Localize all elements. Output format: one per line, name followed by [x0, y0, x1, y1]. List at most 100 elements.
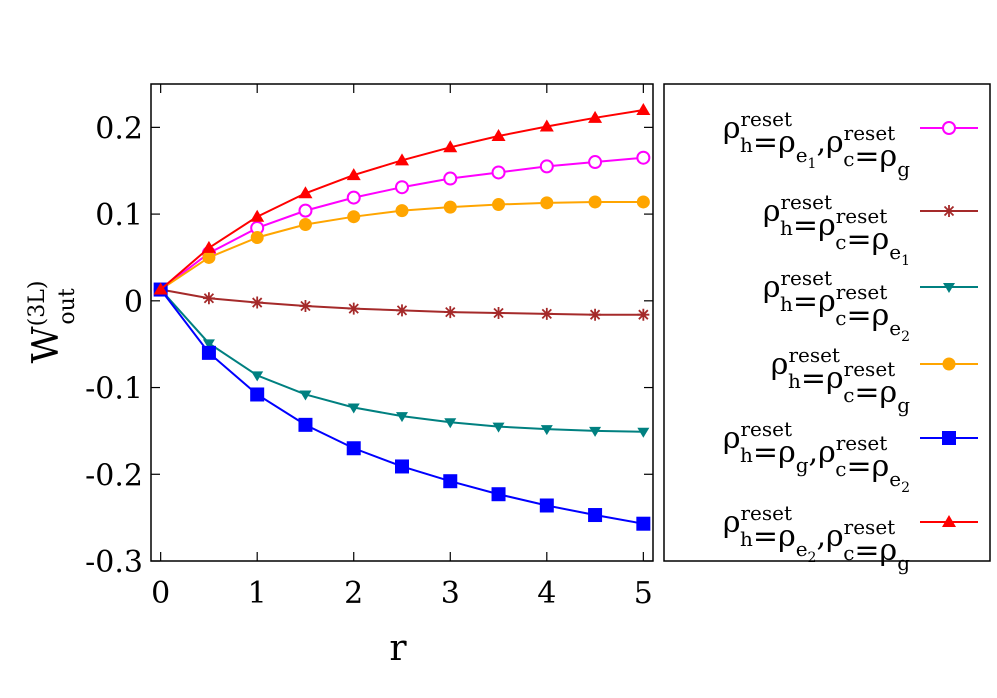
- y-tick-label: -0.1: [85, 372, 143, 407]
- legend-swatch-marker: [943, 283, 955, 293]
- legend-label: ρreset h=ρe2,ρreset c=ρg: [723, 501, 910, 575]
- data-point: [492, 422, 505, 433]
- data-point: [347, 302, 360, 315]
- series-1: [153, 150, 651, 297]
- series-5: [153, 282, 651, 531]
- data-point: [298, 417, 313, 432]
- data-point: [589, 308, 602, 321]
- data-point: [636, 516, 651, 531]
- legend-label: ρreset h=ρreset c=ρg: [771, 343, 910, 417]
- x-tick-label: 1: [248, 576, 267, 611]
- legend-swatch-marker: [942, 515, 956, 527]
- data-point: [298, 203, 313, 218]
- series-2: [154, 283, 650, 321]
- data-point: [539, 159, 554, 174]
- data-point: [346, 190, 361, 205]
- data-point: [250, 231, 264, 245]
- svg-text:W(3L)out: W(3L) out: [25, 281, 80, 364]
- x-axis-title: r: [389, 628, 407, 669]
- x-tick-label: 3: [441, 576, 460, 611]
- series-line: [160, 109, 644, 291]
- data-point: [637, 427, 650, 438]
- series-layer: [153, 103, 651, 531]
- data-point: [491, 487, 506, 502]
- x-tick-label: 0: [151, 576, 170, 611]
- data-point: [251, 371, 264, 382]
- plot-frame: [150, 83, 654, 562]
- data-point: [539, 498, 554, 513]
- data-point: [153, 282, 168, 295]
- data-point: [250, 209, 265, 222]
- y-axis-title: W(3L) out: [25, 281, 80, 364]
- y-tick-label: -0.2: [85, 458, 143, 493]
- data-point: [588, 110, 603, 123]
- data-point: [201, 345, 216, 360]
- legend-item-1: ρreset h=ρe1,ρreset c=ρg: [723, 107, 978, 181]
- data-point: [395, 153, 409, 166]
- data-point: [298, 217, 312, 231]
- x-axis-ticks: 0 1 2 3 4 5: [151, 84, 653, 611]
- y-axis-title-subscript: out: [55, 288, 80, 324]
- legend-swatch-marker: [942, 357, 956, 371]
- y-axis-ticks: 0.2 0.1 0 -0.1 -0.2 -0.3: [85, 111, 653, 580]
- data-point: [540, 307, 553, 320]
- legend-label: ρreset h=ρreset c=ρe1: [763, 190, 910, 269]
- data-point: [588, 508, 603, 523]
- data-point: [492, 306, 505, 319]
- data-point: [636, 150, 651, 165]
- series-line: [159, 288, 644, 525]
- y-tick-label: 0.2: [95, 111, 143, 146]
- data-point: [443, 171, 458, 186]
- data-point: [202, 250, 216, 264]
- y-tick-label: 0: [124, 285, 143, 320]
- legend-swatch-marker: [942, 431, 956, 445]
- data-point: [443, 474, 458, 489]
- data-point: [539, 119, 554, 132]
- data-point: [588, 155, 603, 170]
- data-point: [299, 390, 312, 401]
- legend-item-6: ρreset h=ρe2,ρreset c=ρg: [723, 501, 978, 575]
- legend: ρreset h=ρe1,ρreset c=ρg ρreset h=ρreset c=ρe…: [723, 107, 978, 575]
- data-point: [540, 196, 554, 210]
- x-tick-label: 4: [537, 576, 556, 611]
- data-point: [201, 240, 216, 253]
- x-tick-label: 2: [344, 576, 363, 611]
- x-tick-label: 5: [634, 576, 653, 611]
- data-point: [202, 292, 215, 305]
- data-point: [444, 418, 457, 429]
- data-point: [395, 459, 409, 474]
- data-point: [347, 210, 361, 224]
- data-point: [491, 165, 506, 180]
- legend-item-4: ρreset h=ρreset c=ρg: [771, 343, 978, 417]
- data-point: [443, 140, 458, 153]
- data-point: [637, 308, 650, 321]
- data-point: [636, 103, 651, 116]
- data-point: [443, 200, 457, 214]
- data-point: [395, 204, 409, 218]
- legend-box: [663, 83, 991, 562]
- data-point: [636, 195, 650, 209]
- data-point: [250, 387, 265, 402]
- data-point: [347, 403, 360, 414]
- y-tick-label: -0.3: [85, 545, 143, 580]
- data-point: [396, 304, 408, 317]
- legend-item-5: ρreset h=ρg,ρreset c=ρe2: [723, 417, 978, 496]
- data-point: [395, 180, 409, 195]
- y-tick-label: 0.1: [95, 198, 143, 233]
- data-point: [589, 426, 602, 437]
- y-axis-title-main: W: [26, 326, 67, 363]
- series-6: [153, 103, 651, 295]
- data-point: [491, 129, 506, 142]
- data-point: [444, 306, 457, 319]
- data-point: [492, 198, 506, 212]
- legend-label: ρreset h=ρreset c=ρe2: [763, 266, 910, 345]
- y-axis-title-superscript: (3L): [25, 281, 50, 327]
- series-4: [154, 195, 650, 297]
- legend-item-2: ρreset h=ρreset c=ρe1: [763, 190, 978, 269]
- data-point: [298, 186, 313, 199]
- data-point: [299, 300, 312, 313]
- legend-swatch-marker: [943, 205, 955, 217]
- legend-label: ρreset h=ρg,ρreset c=ρe2: [723, 417, 910, 496]
- data-point: [346, 441, 361, 456]
